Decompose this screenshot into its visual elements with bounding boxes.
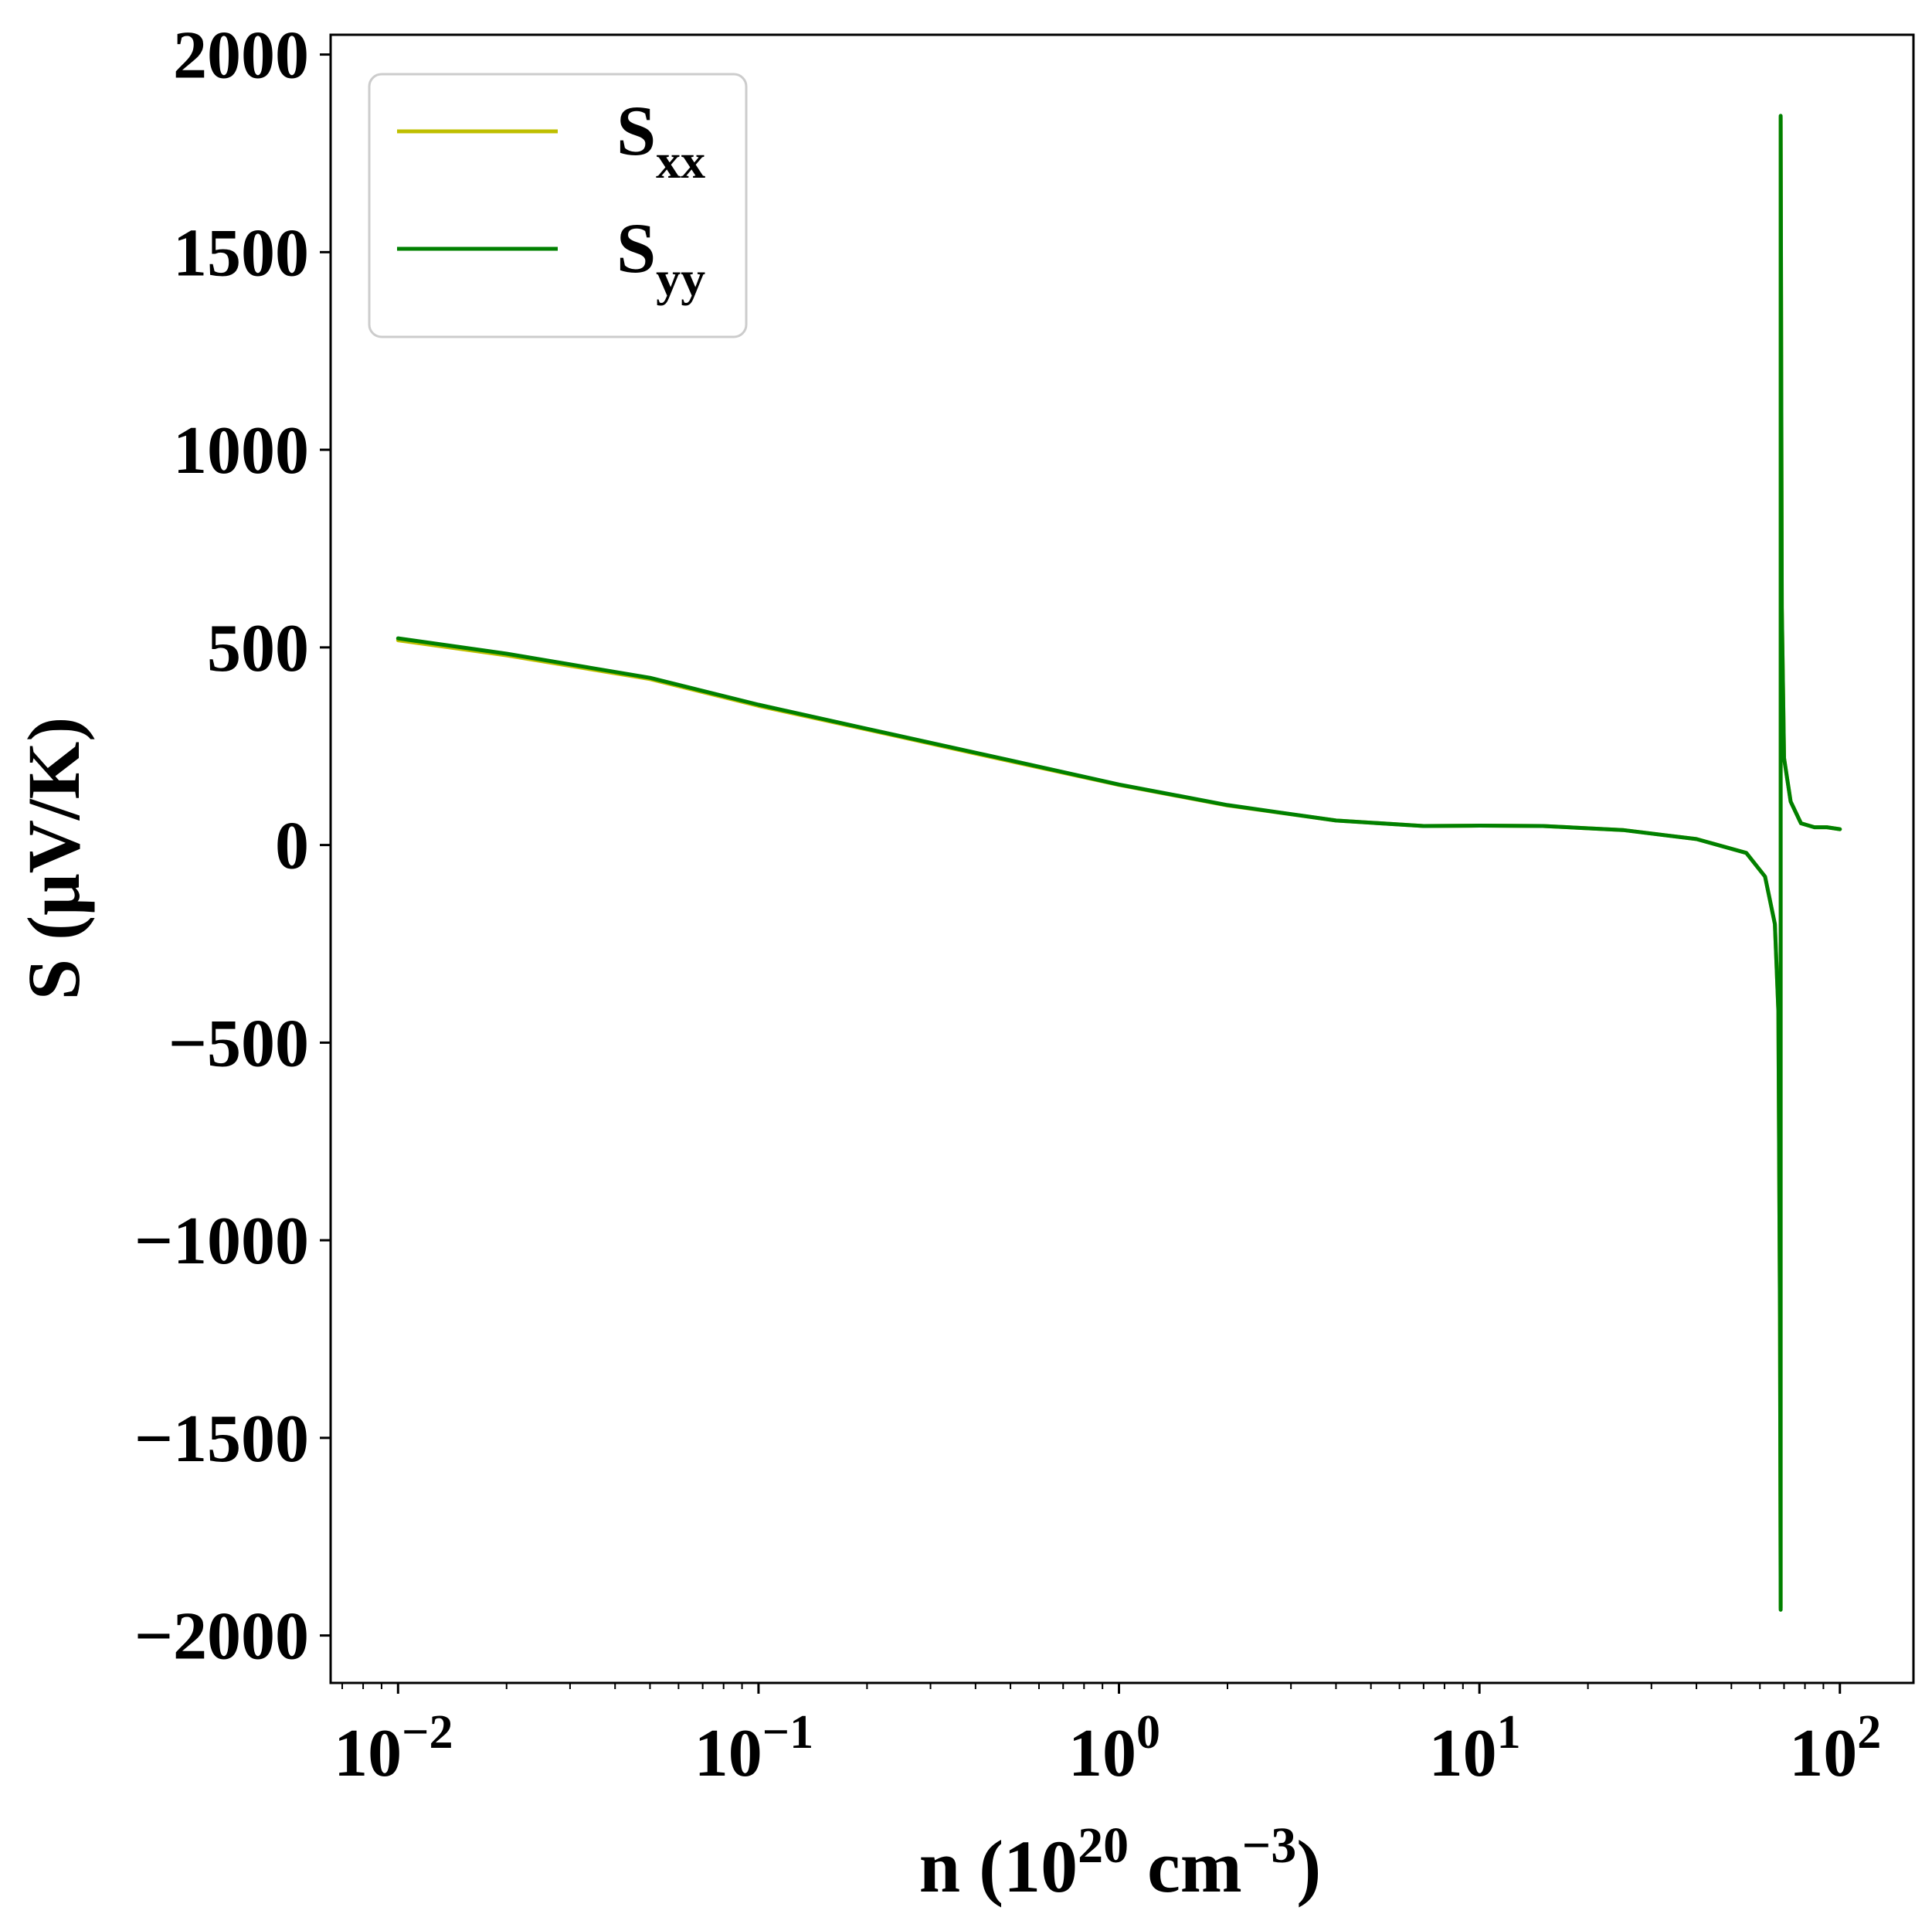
x-axis-label-suffix: )	[1296, 1825, 1321, 1908]
x-tick-label: 10−2	[334, 1706, 453, 1791]
x-axis-label-sup-2: −3	[1242, 1817, 1297, 1874]
y-tick-label: 2000	[173, 19, 309, 93]
legend-label-syy-sub: yy	[656, 251, 705, 306]
legend-label-sxx-main: S	[616, 91, 656, 170]
y-tick-label: 1500	[173, 216, 309, 291]
y-tick-label: −2000	[134, 1599, 309, 1674]
series-layer	[396, 114, 1842, 1612]
legend-box	[368, 73, 748, 338]
legend: Sxx Syy	[368, 73, 748, 338]
series-line-syy	[396, 114, 1842, 1612]
x-tick-label: 100	[1068, 1706, 1160, 1791]
y-tick-label: −1000	[134, 1204, 309, 1279]
x-axis-label: n (1020 cm−3)	[919, 1817, 1322, 1908]
y-axis-label: S (μV/K)	[12, 717, 95, 1000]
y-tick-label: 500	[207, 611, 309, 686]
y-ticks: 2000 1500 1000 500 0 −500 −1000 −1500 −2000	[134, 19, 331, 1674]
x-ticks: 10−2 10−1 100 101 102	[334, 1683, 1881, 1791]
x-axis-label-mid: cm	[1129, 1825, 1242, 1908]
y-tick-label: 1000	[173, 413, 309, 488]
x-axis-label-sup-1: 20	[1078, 1817, 1129, 1874]
x-tick-label: 10−1	[694, 1706, 813, 1791]
legend-label-sxx-sub: xx	[656, 134, 705, 189]
legend-label-sxx: Sxx	[616, 91, 705, 189]
x-tick-label: 102	[1789, 1706, 1881, 1791]
y-tick-label: −500	[168, 1006, 309, 1081]
legend-label-syy-main: S	[616, 209, 656, 287]
x-axis-label-prefix: n (10	[919, 1825, 1078, 1908]
legend-label-syy: Syy	[616, 209, 705, 306]
y-tick-label: 0	[275, 809, 309, 884]
y-tick-label: −1500	[134, 1402, 309, 1477]
x-tick-label: 101	[1429, 1706, 1521, 1791]
